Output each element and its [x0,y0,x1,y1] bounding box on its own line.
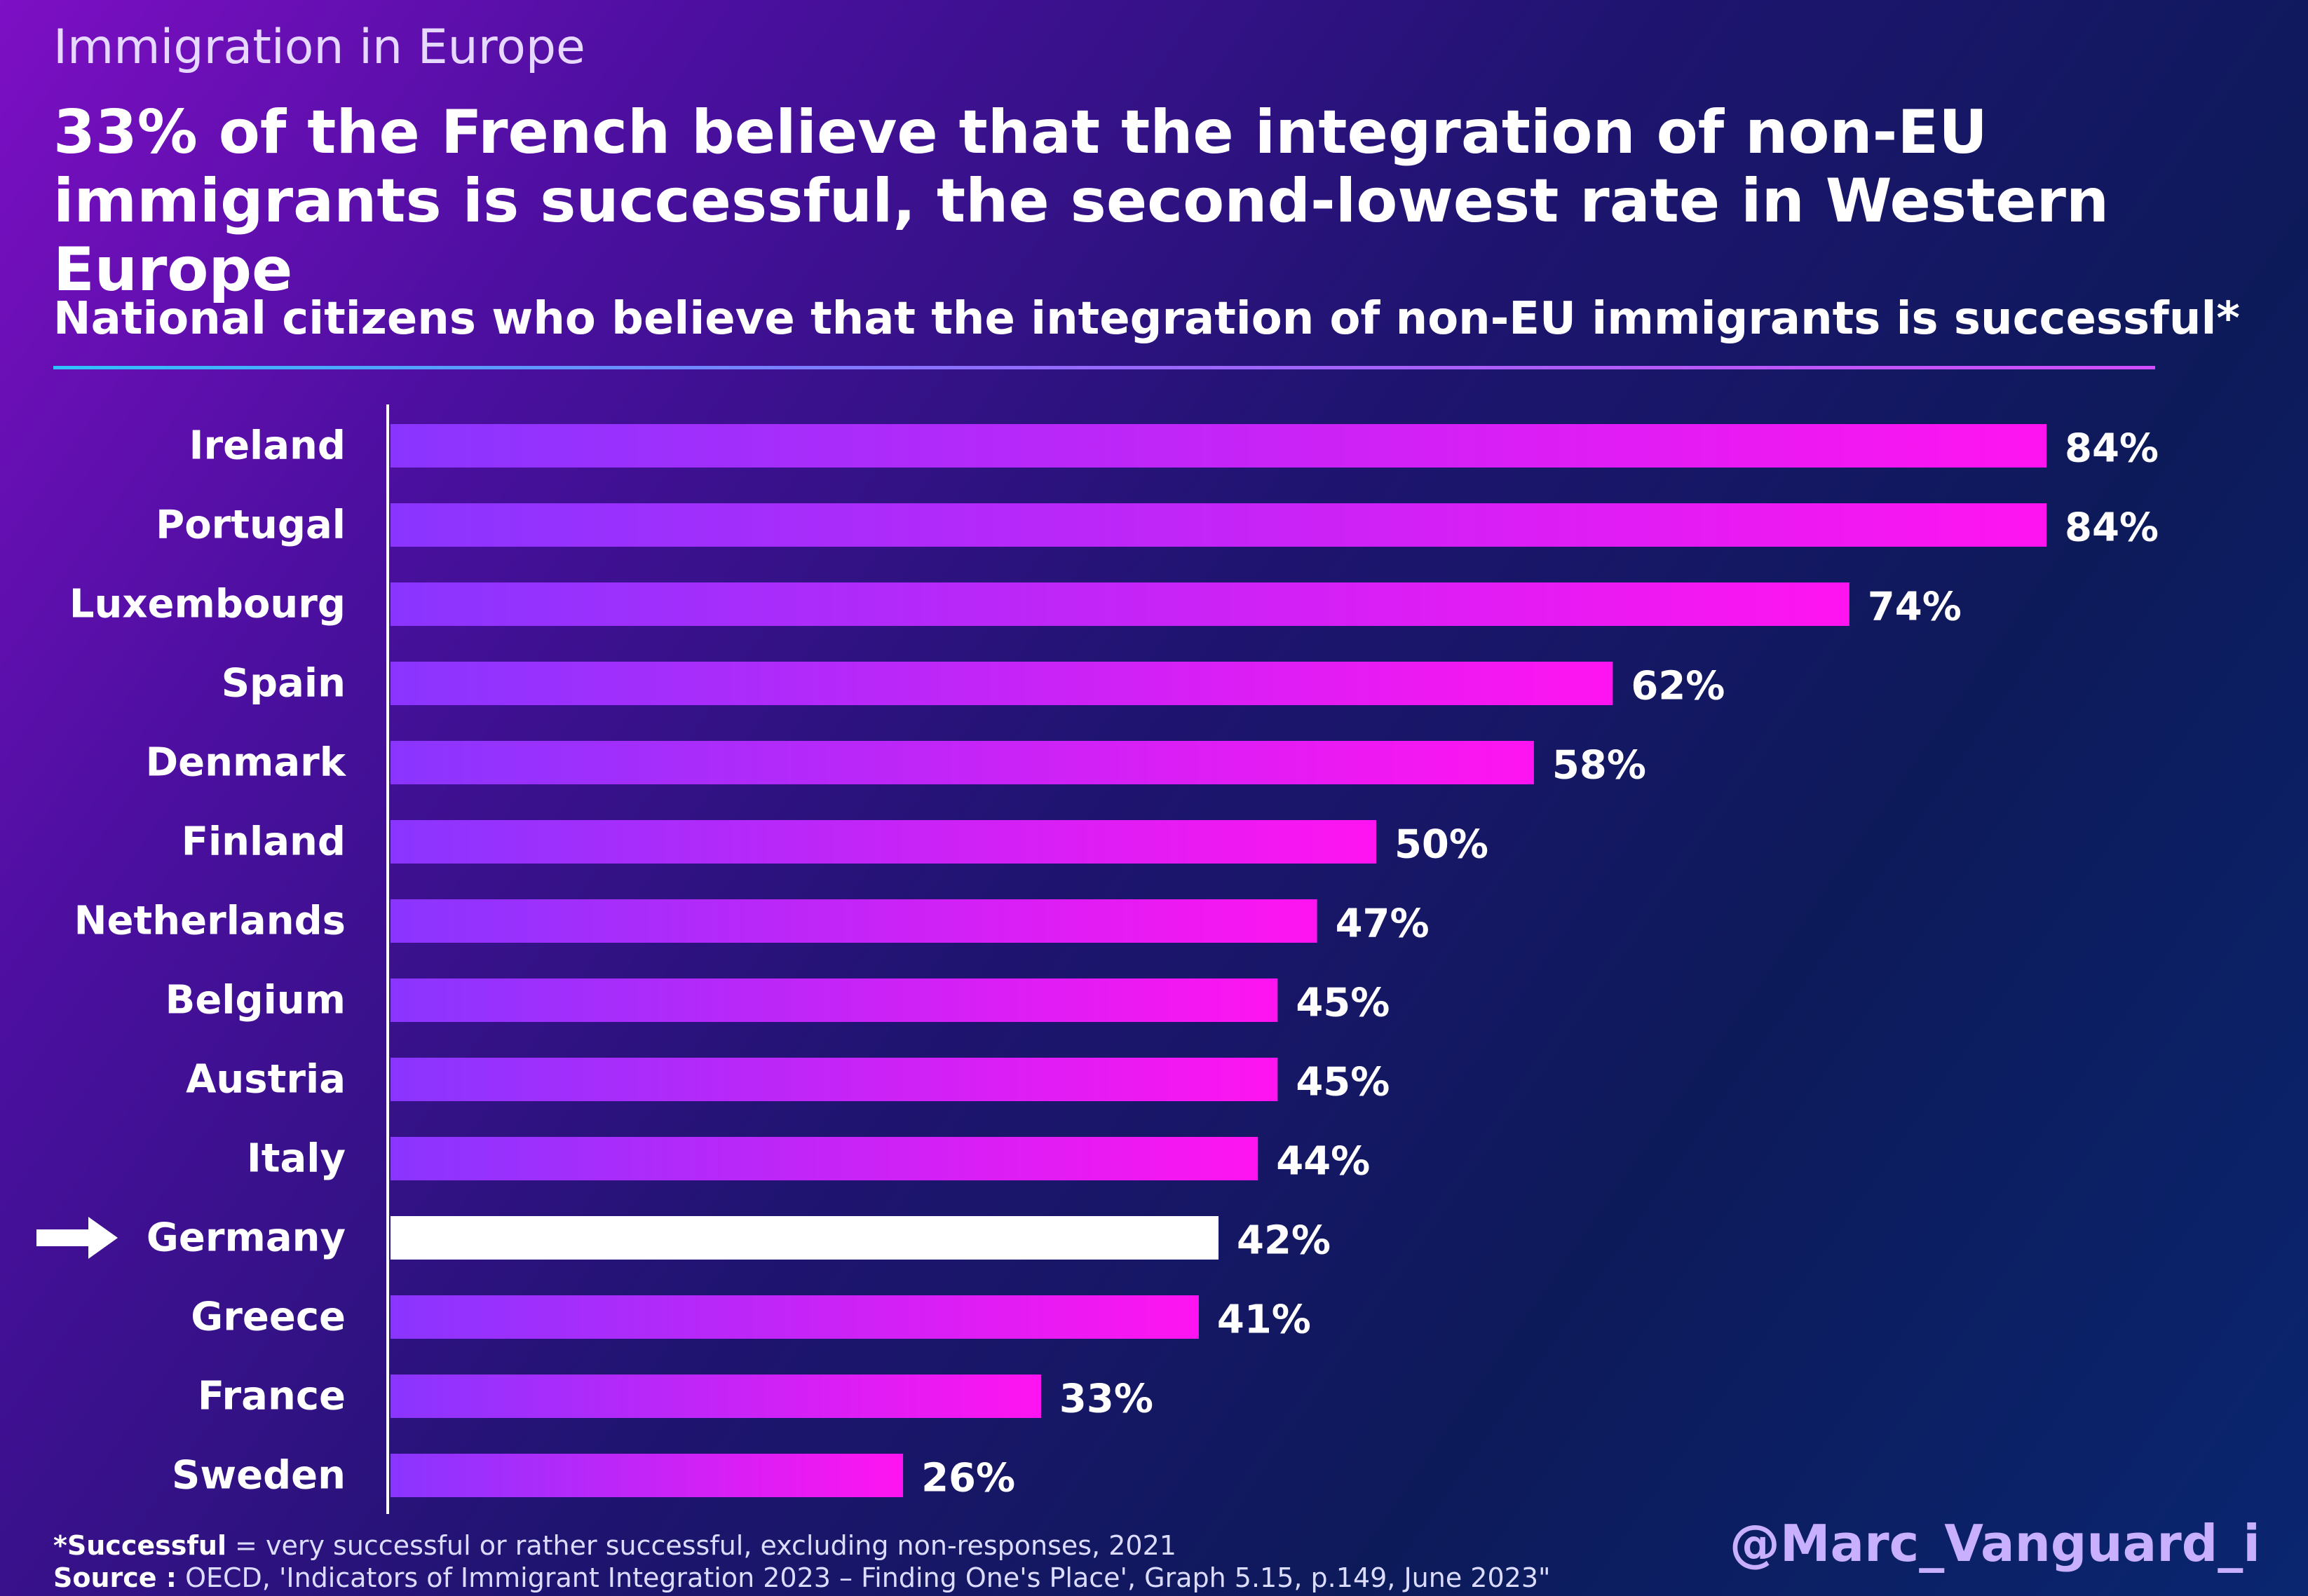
topic-label: Immigration in Europe [53,20,585,75]
bar-luxembourg [391,582,1849,626]
source-term: Source : [53,1562,177,1593]
bar-netherlands [391,899,1317,943]
category-label: Austria [186,1057,346,1103]
bar-portugal [391,503,2046,547]
bar-ireland [391,424,2046,468]
category-label: Italy [247,1136,346,1182]
category-label: Spain [222,661,346,707]
value-label: 41% [1217,1297,1311,1343]
bar-germany [391,1216,1219,1260]
value-label: 33% [1059,1377,1153,1422]
definition-term: *Successful [53,1530,226,1561]
bar-spain [391,662,1613,705]
category-label: Sweden [172,1453,346,1499]
category-label: France [198,1374,346,1419]
bar-belgium [391,978,1278,1022]
value-label: 62% [1631,664,1725,709]
bar-sweden [391,1454,904,1497]
bar-finland [391,820,1376,864]
definition-note: *Successful = very successful or rather … [53,1529,1550,1562]
category-label: Denmark [146,740,347,786]
source-text: OECD, 'Indicators of Immigrant Integrati… [177,1562,1551,1593]
bar-chart: Ireland 84% Portugal 84% Luxembourg 74% Spain 6… [36,404,2159,1514]
bar-italy [391,1137,1258,1180]
definition-text: = very successful or rather successful, … [226,1530,1176,1561]
value-label: 45% [1296,981,1390,1026]
value-label: 45% [1296,1060,1390,1105]
category-label: Germany [147,1215,346,1261]
value-label: 47% [1336,901,1430,947]
category-label: Netherlands [74,899,346,944]
category-label: Finland [182,819,346,865]
value-label: 42% [1237,1218,1331,1264]
bar-austria [391,1058,1278,1101]
value-label: 50% [1394,822,1488,868]
value-label: 58% [1552,743,1646,789]
footnote: *Successful = very successful or rather … [53,1529,1550,1594]
category-label: Portugal [156,503,346,548]
headline: 33% of the French believe that the integ… [53,97,2110,305]
value-label: 84% [2065,426,2159,472]
bar-denmark [391,741,1534,784]
value-label: 26% [921,1456,1015,1501]
category-label: Luxembourg [69,582,346,627]
category-label: Ireland [189,423,346,469]
value-label: 74% [1868,585,1962,630]
subtitle-divider [53,366,2155,369]
value-label: 84% [2065,505,2159,551]
chart-subtitle: National citizens who believe that the i… [53,293,2240,345]
right-arrow-icon [36,1217,118,1259]
category-label: Greece [191,1295,346,1340]
category-label: Belgium [165,978,346,1023]
value-label: 44% [1276,1139,1370,1185]
author-handle: @Marc_Vanguard_i [1729,1514,2260,1573]
bar-greece [391,1295,1199,1339]
source-note: Source : OECD, 'Indicators of Immigrant … [53,1562,1550,1594]
bar-france [391,1375,1041,1418]
